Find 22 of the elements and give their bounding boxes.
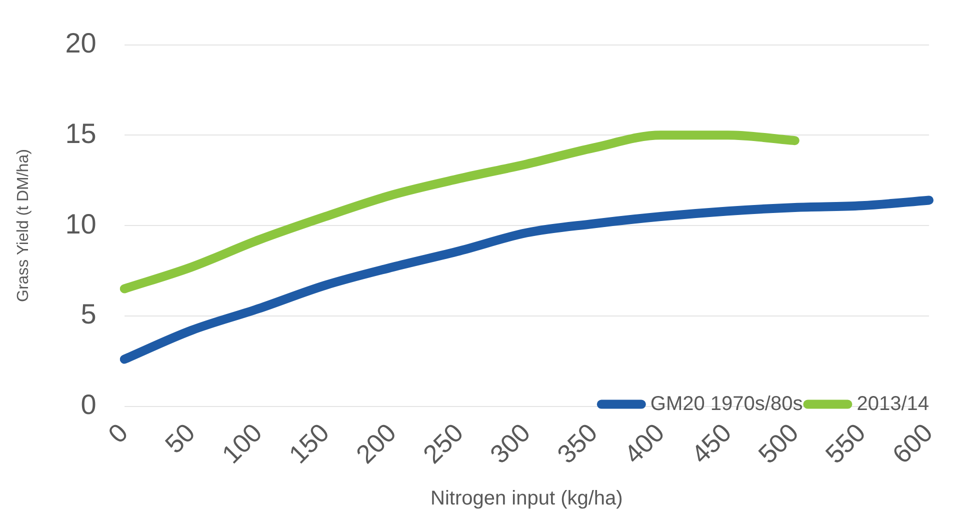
x-tick-label: 500 xyxy=(752,417,804,470)
x-tick-label: 350 xyxy=(551,417,604,470)
x-tick-label: 400 xyxy=(618,417,670,470)
y-tick-label: 15 xyxy=(65,118,96,149)
x-tick-label: 100 xyxy=(216,417,268,470)
x-tick-label: 600 xyxy=(886,417,938,470)
x-tick-label: 50 xyxy=(159,417,201,460)
x-axis-title: Nitrogen input (kg/ha) xyxy=(430,488,623,510)
x-tick-label: 550 xyxy=(819,417,872,470)
x-tick-label: 250 xyxy=(417,417,469,470)
y-tick-label: 5 xyxy=(80,298,96,330)
y-axis-title: Grass Yield (t DM/ha) xyxy=(15,149,32,302)
x-tick-label: 150 xyxy=(282,417,335,470)
x-tick-label: 0 xyxy=(102,417,134,449)
x-tick-label: 300 xyxy=(484,417,536,470)
y-tick-label: 0 xyxy=(80,388,96,420)
y-tick-label: 20 xyxy=(65,28,96,59)
legend-label: 2013/14 xyxy=(856,392,929,415)
x-tick-label: 200 xyxy=(350,417,402,470)
legend-label: GM20 1970s/80s xyxy=(650,392,803,415)
y-tick-label: 10 xyxy=(65,208,96,240)
x-tick-label: 450 xyxy=(685,417,738,470)
